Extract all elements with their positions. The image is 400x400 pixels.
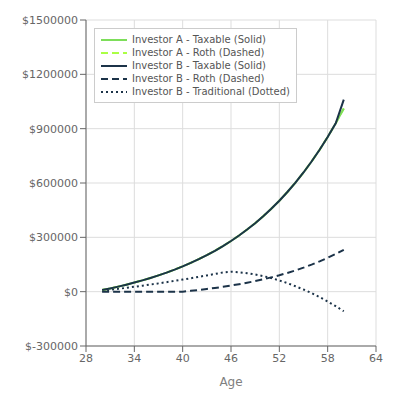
svg-text:$600000: $600000 xyxy=(29,177,78,190)
svg-text:46: 46 xyxy=(224,352,238,365)
svg-text:Age: Age xyxy=(219,375,242,389)
svg-text:$900000: $900000 xyxy=(29,123,78,136)
html-text:Investor B - Traditional (Dott: Investor B - Traditional (Dotted) xyxy=(132,86,290,97)
svg-text:64: 64 xyxy=(369,352,383,365)
html-text:Investor B - Roth (Dashed): Investor B - Roth (Dashed) xyxy=(132,73,265,84)
svg-text:$1200000: $1200000 xyxy=(22,68,78,81)
html-text:Investor A - Taxable (Solid): Investor A - Taxable (Solid) xyxy=(132,34,266,45)
svg-text:28: 28 xyxy=(79,352,93,365)
svg-text:$1500000: $1500000 xyxy=(22,14,78,27)
svg-text:$0: $0 xyxy=(64,286,78,299)
html-text:Investor A - Roth (Dashed): Investor A - Roth (Dashed) xyxy=(132,47,265,58)
svg-text:$-300000: $-300000 xyxy=(25,340,78,353)
svg-text:58: 58 xyxy=(321,352,335,365)
svg-text:34: 34 xyxy=(127,352,141,365)
svg-text:$300000: $300000 xyxy=(29,231,78,244)
svg-text:52: 52 xyxy=(272,352,286,365)
html-text:Investor B - Taxable (Solid): Investor B - Taxable (Solid) xyxy=(132,60,266,71)
svg-text:40: 40 xyxy=(176,352,190,365)
